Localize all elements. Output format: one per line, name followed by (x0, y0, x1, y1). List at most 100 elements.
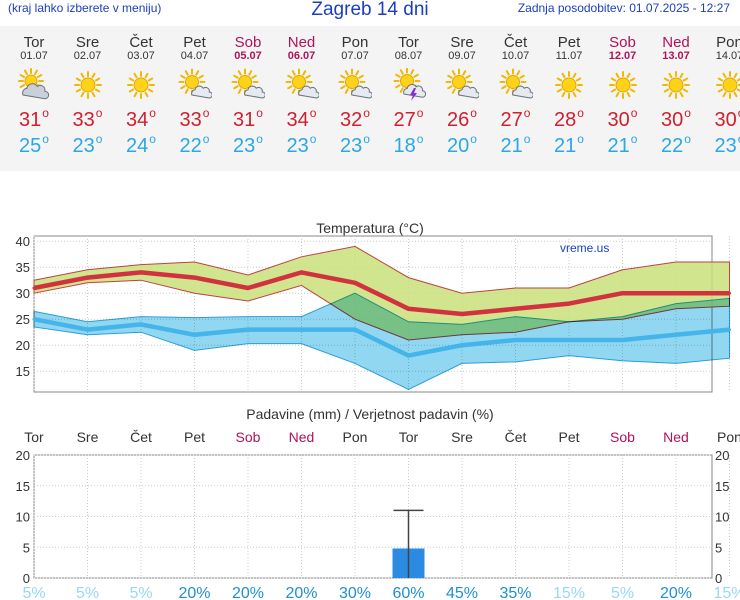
day-column: Pon 07.07 32o 23o (329, 26, 381, 158)
day-name: Čet (129, 34, 153, 51)
min-temp-line-point (728, 328, 731, 332)
max-temp-line-point (139, 270, 143, 274)
x-category-label: Pet (184, 429, 205, 445)
location-menu-hint[interactable]: (kraj lahko izberete v meniju) (8, 1, 162, 15)
day-date: 07.07 (341, 50, 369, 62)
degree-sign: o (684, 106, 691, 120)
min-temp-line-point (460, 343, 464, 347)
sun-icon (608, 71, 637, 99)
day-column: Sob 12.07 30o 21o (597, 26, 649, 158)
weather-icon-holder (169, 64, 221, 106)
max-temp-value: 27 (393, 109, 416, 131)
max-temp: 27o (383, 106, 435, 132)
degree-sign: o (684, 132, 691, 146)
x-category-label: Sre (77, 429, 99, 445)
min-temp-line-point (86, 328, 89, 332)
weather-icon-holder (115, 64, 167, 106)
min-temp-line-point (300, 328, 303, 332)
max-temp: 31o (222, 106, 274, 132)
max-temp-line-point (300, 270, 303, 274)
sun-thunder-icon (393, 68, 426, 101)
day-column: Pet 11.07 28o 21o (543, 26, 595, 158)
sun-small-cloud-icon (338, 68, 372, 99)
degree-sign: o (738, 132, 740, 146)
max-temp-line-point (86, 276, 89, 280)
precip-probability-label: 20% (285, 585, 317, 600)
y-tick-label-left: 0 (23, 571, 30, 586)
day-name: Ned (662, 34, 690, 51)
sun-icon (662, 71, 690, 99)
x-category-label: Pon (717, 429, 740, 445)
degree-sign: o (630, 132, 638, 146)
max-temp-value: 32 (340, 109, 363, 131)
max-temp: 26o (436, 106, 488, 132)
y-tick-label-right: 20 (715, 448, 729, 463)
max-temp-value: 31 (19, 109, 42, 131)
min-temp-value: 23 (233, 135, 256, 157)
day-name: Sob (609, 34, 636, 51)
degree-sign: o (256, 106, 263, 120)
min-temp-value: 24 (126, 135, 149, 157)
last-update: Zadnja posodobitev: 01.07.2025 - 12:27 (517, 1, 730, 15)
sun-cloud-icon (18, 68, 50, 100)
min-temp-value: 21 (500, 135, 523, 157)
x-category-label: Pet (558, 429, 579, 445)
max-temp: 27o (490, 106, 542, 132)
y-tick-label-right: 15 (715, 479, 729, 494)
day-column: Pet 04.07 33o 22o (169, 26, 221, 158)
day-name: Čet (503, 34, 528, 51)
min-temp-value: 23 (340, 135, 363, 157)
weather-icon-holder (704, 64, 740, 106)
degree-sign: o (309, 132, 317, 146)
sun-small-cloud-icon (285, 68, 319, 99)
min-temp-value: 22 (179, 135, 202, 157)
max-temp: 33o (169, 106, 221, 132)
min-temp: 23o (329, 132, 381, 158)
degree-sign: o (470, 132, 477, 146)
degree-sign: o (523, 132, 531, 146)
day-date: 09.07 (448, 50, 476, 62)
day-name: Tor (23, 34, 45, 51)
day-name: Sre (450, 34, 474, 51)
sun-small-cloud-icon (231, 68, 265, 99)
day-name: Sre (75, 34, 100, 51)
max-temp: 30o (650, 106, 702, 132)
max-temp-line (33, 270, 730, 317)
min-temp: 18o (383, 132, 435, 158)
degree-sign: o (470, 106, 477, 120)
precip-probability-label: 35% (499, 585, 531, 600)
sun-rays (662, 71, 690, 99)
max-temp-line-point (193, 276, 196, 280)
day-name: Sob (234, 34, 262, 51)
max-temp: 30o (704, 106, 740, 132)
min-temp-value: 23 (714, 135, 737, 157)
day-date: 02.07 (73, 50, 102, 62)
page-title: Zagreb 14 dni (311, 0, 429, 20)
day-name: Pon (716, 34, 740, 51)
min-temp-line-point (567, 338, 571, 342)
degree-sign: o (256, 132, 263, 146)
sun-rays (127, 71, 155, 99)
day-column: Tor 08.07 27o 18o (383, 26, 435, 158)
min-temp-value: 20 (447, 135, 470, 157)
day-date: 08.07 (394, 50, 423, 62)
temperature-chart: Temperatura (°C) 15 20 25 30 35 40 vreme.us (16, 220, 731, 393)
y-tick-label-left: 10 (16, 510, 30, 525)
day-column: Čet 03.07 34o 24o (115, 26, 167, 158)
y-tick-label: 30 (16, 286, 30, 301)
precip-probability-label: 5% (22, 585, 45, 600)
weather-icon-holder (436, 64, 488, 106)
day-date: 06.07 (287, 50, 316, 62)
day-column: Čet 10.07 27o 21o (490, 26, 542, 158)
max-temp-value: 30 (661, 109, 684, 131)
day-name: Tor (398, 34, 419, 51)
max-temp: 28o (543, 106, 595, 132)
min-temp: 21o (597, 132, 649, 158)
y-tick-label: 15 (16, 364, 30, 379)
max-temp: 31o (8, 106, 60, 132)
x-category-label: Tor (24, 429, 44, 445)
x-category-label: Pon (343, 429, 368, 445)
max-temp-value: 26 (447, 109, 470, 131)
max-temp-value: 30 (607, 109, 630, 131)
watermark: vreme.us (560, 241, 609, 255)
